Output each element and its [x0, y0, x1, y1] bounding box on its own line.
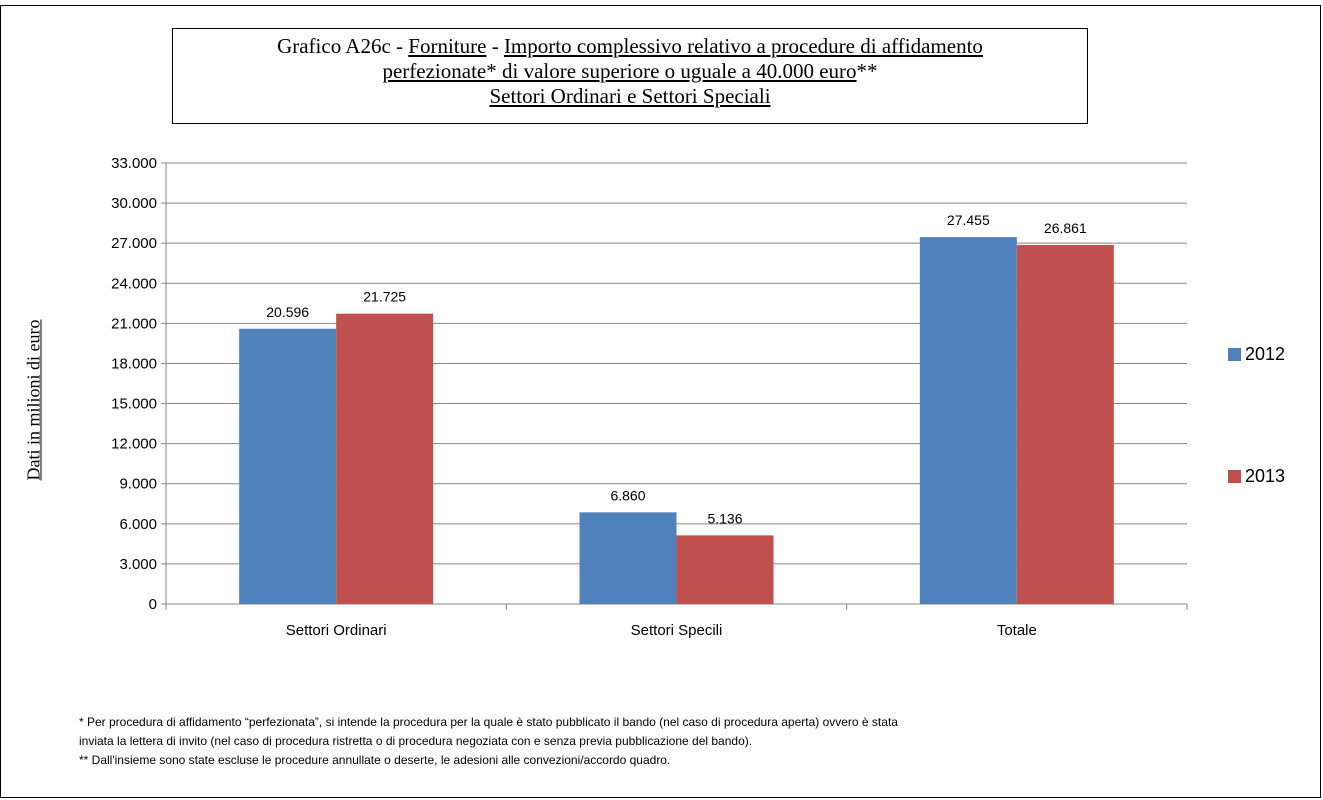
x-tick-label: Settori Ordinari — [286, 622, 387, 639]
y-tick-label: 9.000 — [119, 476, 157, 493]
y-tick-label: 15.000 — [111, 396, 157, 413]
y-tick-label: 12.000 — [111, 436, 157, 453]
bar-2013-1 — [336, 313, 434, 604]
legend-swatch-2012 — [1228, 348, 1241, 361]
legend-swatch-2013 — [1228, 470, 1241, 483]
data-label-2012-2: 6.860 — [610, 487, 645, 503]
y-tick-label: 33.000 — [111, 155, 157, 172]
bar-2012-1 — [239, 328, 337, 604]
footnotes: * Per procedura di affidamento “perfezio… — [79, 713, 1299, 770]
data-label-2013-3: 26.861 — [1044, 220, 1087, 236]
y-tick-label: 6.000 — [119, 516, 157, 533]
bar-2012-2 — [579, 512, 677, 604]
title-line-3: Settori Ordinari e Settori Speciali — [489, 84, 771, 108]
title-forniture: Forniture — [408, 34, 487, 58]
bar-2013-3 — [1016, 245, 1114, 604]
legend-item-2013: 2013 — [1228, 466, 1285, 487]
bar-2013-2 — [676, 535, 774, 604]
y-tick-label: 24.000 — [111, 275, 157, 292]
title-line-1: Grafico A26c - Forniture - Importo compl… — [277, 34, 983, 58]
y-tick-label: 3.000 — [119, 556, 157, 573]
bar-2012-3 — [919, 237, 1017, 604]
data-label-2013-1: 21.725 — [363, 289, 406, 305]
data-label-2012-1: 20.596 — [266, 304, 309, 320]
y-tick-label: 27.000 — [111, 235, 157, 252]
y-tick-label: 21.000 — [111, 315, 157, 332]
x-tick-label: Settori Specili — [631, 622, 723, 639]
title-line-2: perfezionate* di valore superiore o ugua… — [382, 59, 878, 83]
footnote-1-line-2: inviata la lettera di invito (nel caso d… — [79, 734, 753, 748]
footnote-1-line-1: * Per procedura di affidamento “perfezio… — [79, 715, 898, 729]
x-tick-label: Totale — [997, 622, 1037, 639]
legend-label-2013: 2013 — [1245, 466, 1286, 486]
y-tick-label: 0 — [149, 596, 157, 613]
y-tick-label: 18.000 — [111, 355, 157, 372]
footnote-2: ** Dall'insieme sono state escluse le pr… — [79, 753, 671, 767]
chart-title: Grafico A26c - Forniture - Importo compl… — [172, 28, 1088, 124]
legend-item-2012: 2012 — [1228, 344, 1285, 365]
chart-frame — [0, 5, 1321, 798]
y-tick-label: 30.000 — [111, 195, 157, 212]
data-label-2012-3: 27.455 — [947, 212, 990, 228]
legend-label-2012: 2012 — [1245, 344, 1286, 364]
data-label-2013-2: 5.136 — [707, 510, 742, 526]
